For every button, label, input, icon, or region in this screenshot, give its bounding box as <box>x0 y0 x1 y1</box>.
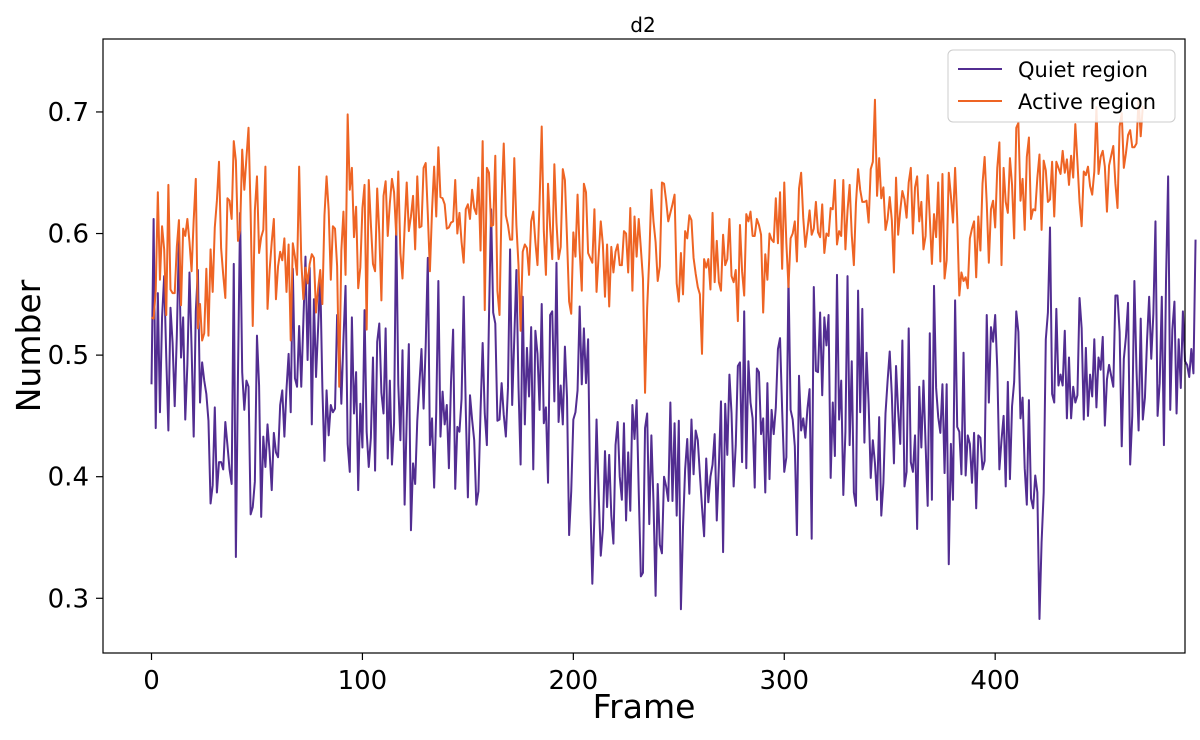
x-tick-label: 400 <box>970 666 1020 696</box>
y-tick-label: 0.4 <box>48 463 89 493</box>
x-tick-label: 200 <box>549 666 599 696</box>
x-tick-label: 0 <box>143 666 160 696</box>
x-axis: 0 100 200 300 400 <box>143 653 1020 696</box>
series-line-quiet-region <box>150 175 1197 620</box>
x-tick-label: 100 <box>338 666 388 696</box>
y-tick-label: 0.6 <box>48 220 89 250</box>
y-axis: 0.3 0.4 0.5 0.6 0.7 <box>48 98 103 614</box>
legend: Quiet region Active region <box>947 49 1176 123</box>
series-line-active-region <box>151 97 1144 394</box>
y-tick-label: 0.7 <box>48 98 89 128</box>
legend-frame <box>947 49 1176 123</box>
plot-series-group <box>150 97 1197 620</box>
legend-label-active-region: Active region <box>1018 90 1156 114</box>
x-axis-label: Frame <box>593 687 696 726</box>
y-axis-label: Number <box>9 279 48 412</box>
chart-title: d2 <box>630 13 655 37</box>
x-tick-label: 300 <box>759 666 809 696</box>
legend-label-quiet-region: Quiet region <box>1018 58 1148 82</box>
plot-area-frame <box>102 38 1186 654</box>
y-tick-label: 0.3 <box>48 584 89 614</box>
y-tick-label: 0.5 <box>48 341 89 371</box>
